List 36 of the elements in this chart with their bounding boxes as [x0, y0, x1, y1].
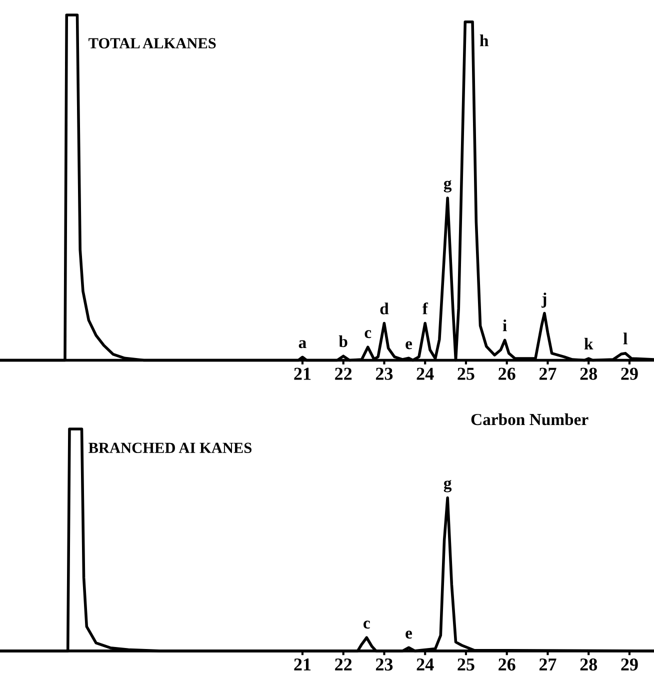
x-tick-label: 24 [416, 368, 434, 380]
x-tick-label: 28 [580, 658, 598, 671]
text: BRANCHED AI KANES [88, 442, 252, 454]
annotation: d [380, 302, 389, 314]
annotation: a [298, 340, 306, 348]
annotation: b [338, 335, 348, 348]
x-tick-label: 29 [621, 658, 638, 671]
annotation: f [422, 302, 428, 314]
x-tick-label: 22 [335, 368, 352, 380]
annotation: h [480, 34, 488, 46]
x-tick-label: 25 [458, 658, 474, 671]
annotation: e [406, 341, 412, 350]
x-tick-label: 29 [621, 368, 638, 380]
annotation: l [623, 332, 628, 344]
annotation: g [444, 480, 452, 492]
annotation: c [364, 620, 370, 629]
x-tick-label: 22 [335, 658, 352, 670]
x-tick-label: 27 [539, 368, 556, 380]
text: TOTAL ALKANES [88, 38, 216, 48]
annotation: c [364, 330, 372, 338]
x-tick-label: 27 [539, 658, 556, 670]
annotation: k [584, 338, 594, 350]
annotation: j [542, 292, 546, 308]
annotation: e [406, 630, 412, 639]
x-tick-label: 24 [416, 658, 434, 670]
annotation: g [444, 180, 452, 192]
x-tick-label: 23 [376, 658, 393, 671]
annotation: i [502, 320, 507, 332]
x-tick-label: 28 [580, 368, 598, 380]
x-tick-label: 21 [294, 368, 311, 380]
x-tick-label: 23 [376, 368, 393, 380]
x-tick-label: 21 [294, 658, 311, 670]
x-tick-label: 25 [458, 368, 474, 380]
x-tick-label: 26 [498, 368, 516, 380]
x-tick-label: 26 [498, 658, 516, 671]
x-axis-title: Carbon Number [471, 413, 588, 426]
